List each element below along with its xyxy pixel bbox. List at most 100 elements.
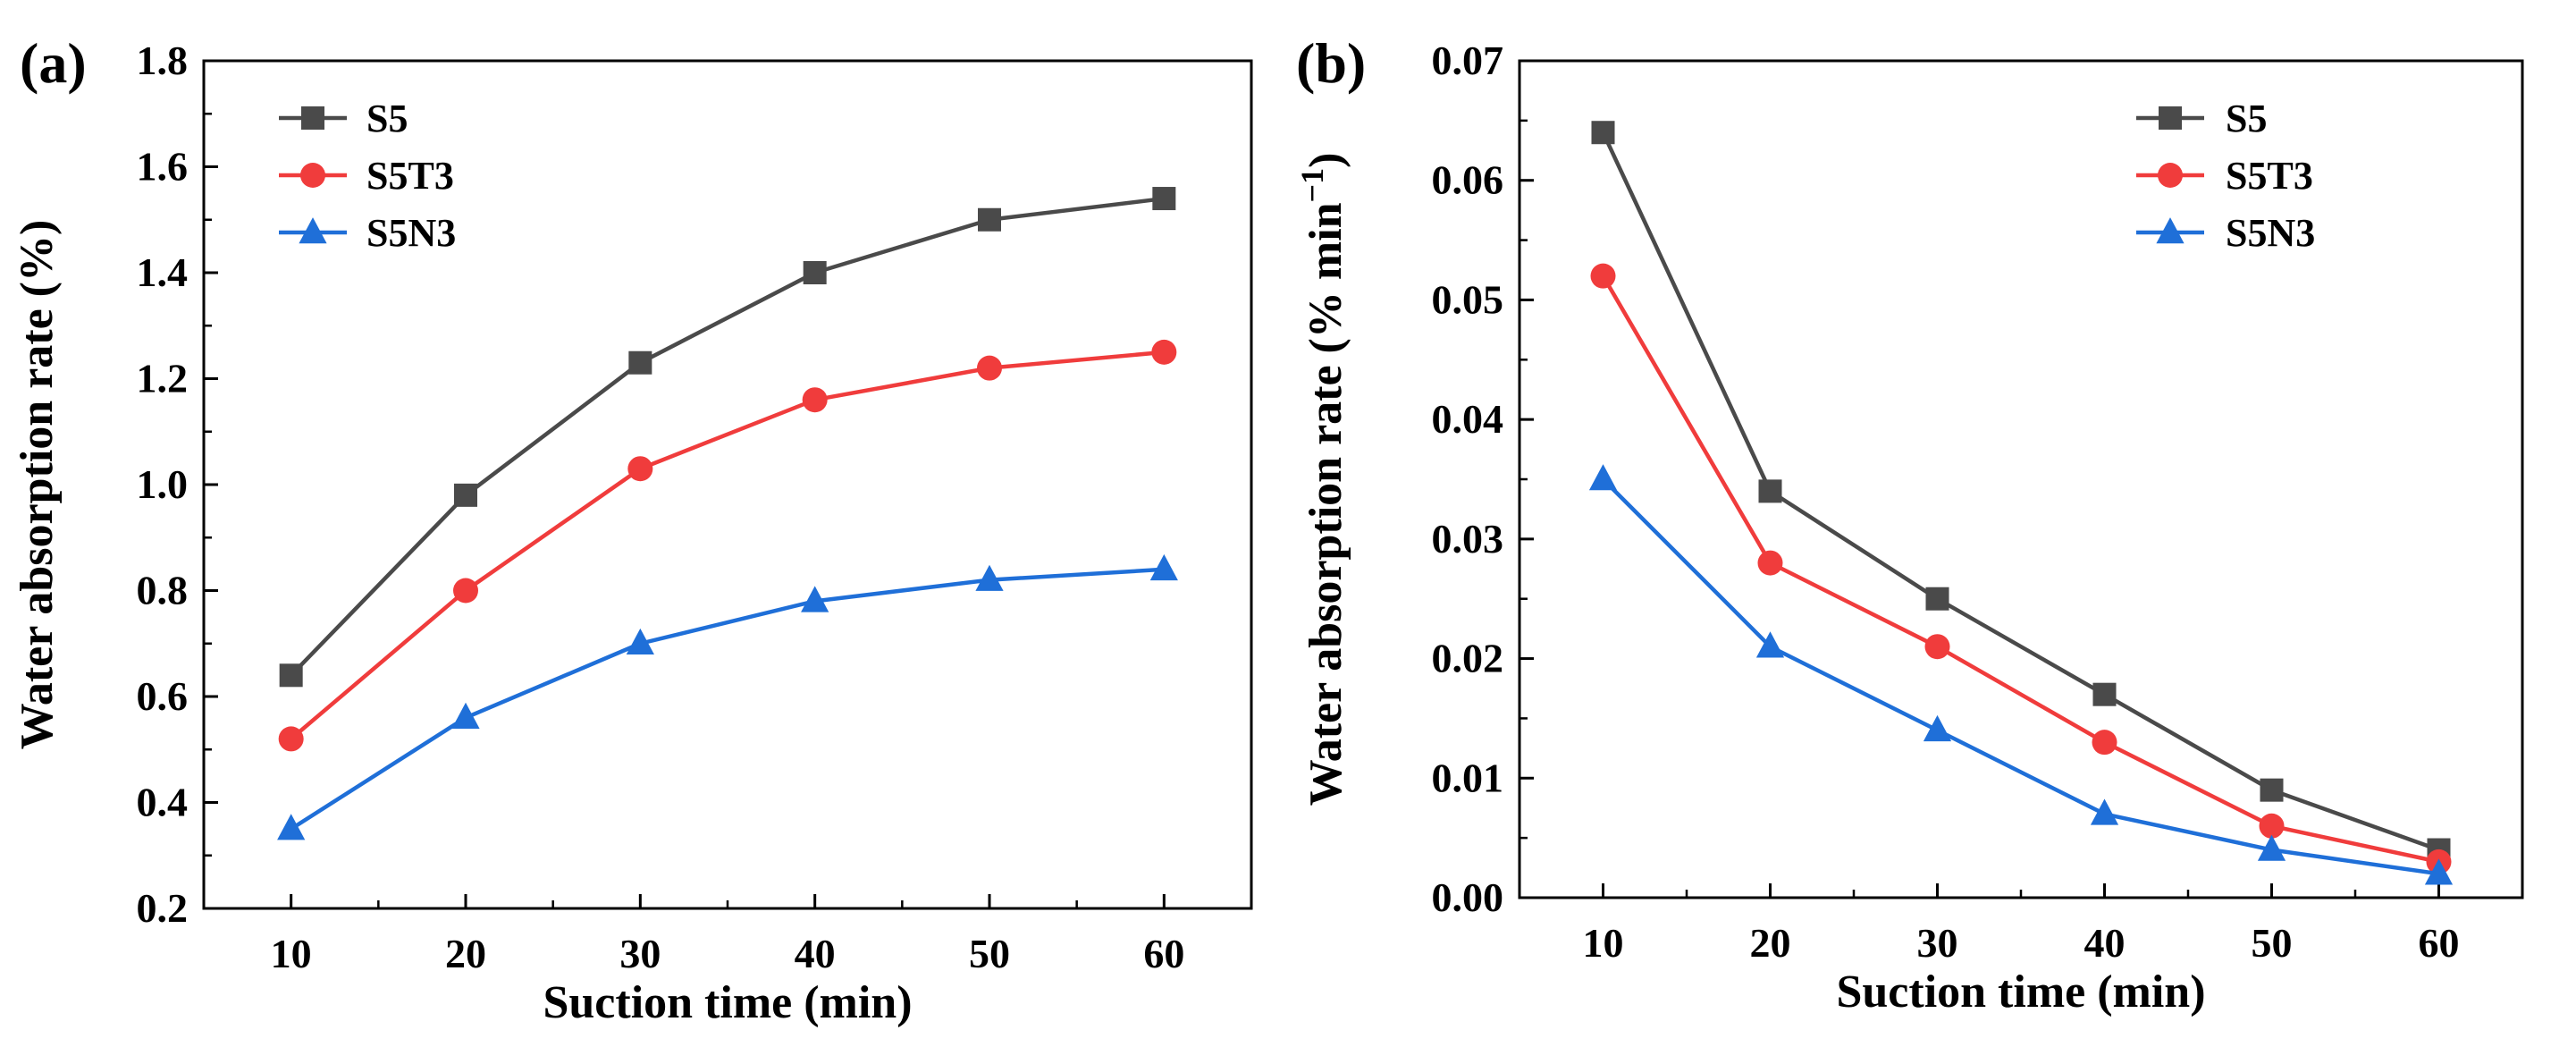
legend-marker — [301, 106, 324, 130]
y-tick-label: 0.00 — [1432, 874, 1504, 920]
data-point-s5 — [628, 350, 652, 375]
legend-entry-s5: S5 — [279, 97, 408, 140]
legend-entry-s5n3: S5N3 — [279, 211, 456, 255]
y-tick-label: 0.8 — [137, 568, 189, 613]
x-tick-label: 20 — [445, 931, 486, 976]
data-point-s5n3 — [451, 702, 480, 729]
x-tick-label: 10 — [1583, 920, 1624, 966]
x-tick-label: 40 — [2084, 920, 2126, 966]
data-point-s5n3 — [1588, 464, 1618, 491]
legend-label: S5T3 — [366, 154, 454, 198]
series-line-s5 — [1601, 131, 2440, 852]
legend-entry-s5t3: S5T3 — [2136, 154, 2313, 198]
data-point-s5n3 — [2257, 834, 2286, 861]
legend-entry-s5: S5 — [2136, 97, 2267, 140]
legend-label: S5N3 — [2226, 211, 2315, 255]
y-axis-label: Water absorption rate (% min−1) — [1294, 153, 1351, 806]
legend-label: S5 — [366, 97, 408, 140]
x-tick-label: 60 — [1143, 931, 1184, 976]
data-point-s5n3 — [2090, 798, 2119, 825]
legend-entry-s5n3: S5N3 — [2136, 211, 2315, 255]
legend-marker — [2156, 217, 2185, 244]
legend-entry-s5t3: S5T3 — [279, 154, 454, 198]
series-s5 — [279, 187, 1176, 688]
x-tick-label: 60 — [2419, 920, 2460, 966]
y-tick-label: 0.05 — [1432, 276, 1504, 322]
data-point-s5n3 — [975, 564, 1004, 591]
data-point-s5 — [803, 261, 827, 284]
x-axis-label: Suction time (min) — [543, 977, 912, 1028]
y-tick-label: 0.03 — [1432, 516, 1504, 561]
y-axis-label: Water absorption rate (%) — [12, 220, 63, 750]
data-point-s5 — [1925, 587, 1949, 611]
panel-label: (a) — [20, 31, 87, 95]
chart-panel-a: 0.2 0.4 0.6 0.8 1.0 1.2 1.4 1.6 1.8 10 20 30 40 50 60 S… — [12, 31, 1253, 1028]
series-s5t3 — [278, 339, 1177, 752]
data-point-s5n3 — [801, 586, 829, 612]
data-point-s5n3 — [1149, 553, 1178, 581]
y-tick-label: 1.8 — [137, 38, 189, 83]
x-axis-label: Suction time (min) — [1836, 967, 2205, 1017]
data-point-s5t3 — [2092, 730, 2117, 756]
x-tick-label: 20 — [1750, 920, 1791, 966]
y-tick-label: 0.06 — [1432, 157, 1504, 203]
y-tick-label: 0.01 — [1432, 755, 1504, 800]
data-point-s5n3 — [1923, 714, 1952, 742]
chart-panel-b: 0.00 0.01 0.02 0.03 0.04 0.05 0.06 0.07 10 20 30 40… — [1294, 31, 2524, 1017]
y-axis-label-suffix: ) — [1301, 153, 1351, 168]
x-tick-label: 30 — [619, 931, 661, 976]
x-tick-label: 10 — [271, 931, 312, 976]
data-point-s5n3 — [1755, 631, 1785, 658]
plot-frame — [202, 59, 1253, 910]
y-tick-label: 0.07 — [1432, 38, 1504, 83]
data-point-s5n3 — [2424, 858, 2454, 885]
data-point-s5t3 — [1924, 634, 1950, 660]
legend-marker — [2158, 163, 2183, 188]
data-point-s5t3 — [278, 726, 304, 752]
data-point-s5 — [2260, 778, 2284, 802]
series-s5n3 — [277, 553, 1178, 840]
data-point-s5 — [1152, 187, 1176, 211]
data-point-s5t3 — [2259, 813, 2285, 839]
legend-marker — [299, 217, 327, 244]
data-point-s5t3 — [627, 456, 653, 482]
series-line-s5t3 — [290, 350, 1165, 741]
series-s5 — [1591, 121, 2451, 862]
data-point-s5n3 — [626, 628, 654, 655]
y-tick-label: 0.2 — [137, 885, 189, 931]
data-point-s5 — [1758, 479, 1782, 503]
data-point-s5t3 — [802, 387, 828, 413]
data-point-s5 — [1591, 121, 1615, 145]
data-point-s5 — [2092, 682, 2117, 706]
data-point-s5 — [978, 207, 1001, 232]
y-tick-label: 1.2 — [137, 356, 189, 401]
y-tick-label: 1.4 — [137, 249, 189, 295]
data-point-s5n3 — [277, 814, 306, 840]
x-tick-label: 40 — [795, 931, 836, 976]
y-axis-label-superscript: −1 — [1294, 168, 1330, 203]
data-point-s5 — [279, 663, 303, 688]
data-point-s5 — [454, 483, 477, 507]
y-axis-label-main: Water absorption rate (% min — [1301, 202, 1351, 806]
y-tick-label: 0.04 — [1432, 396, 1504, 442]
series-s5n3 — [1588, 464, 2454, 885]
data-point-s5t3 — [977, 355, 1002, 381]
series-line-s5 — [290, 196, 1165, 677]
data-point-s5t3 — [1590, 263, 1616, 289]
legend-marker — [2159, 106, 2182, 130]
legend-label: S5 — [2226, 97, 2267, 140]
series-line-s5t3 — [1601, 274, 2439, 865]
y-axis-label-main: Water absorption rate (%) — [12, 220, 63, 750]
x-tick-label: 50 — [969, 931, 1010, 976]
data-point-s5t3 — [1757, 550, 1783, 576]
data-point-s5t3 — [453, 578, 478, 604]
legend-label: S5N3 — [366, 211, 456, 255]
y-tick-label: 0.6 — [137, 673, 189, 719]
series-line-s5n3 — [1601, 477, 2439, 876]
y-tick-label: 0.02 — [1432, 636, 1504, 681]
panel-label: (b) — [1296, 31, 1366, 95]
y-tick-label: 1.6 — [137, 144, 189, 190]
y-tick-label: 0.4 — [137, 780, 189, 825]
x-tick-label: 30 — [1917, 920, 1958, 966]
